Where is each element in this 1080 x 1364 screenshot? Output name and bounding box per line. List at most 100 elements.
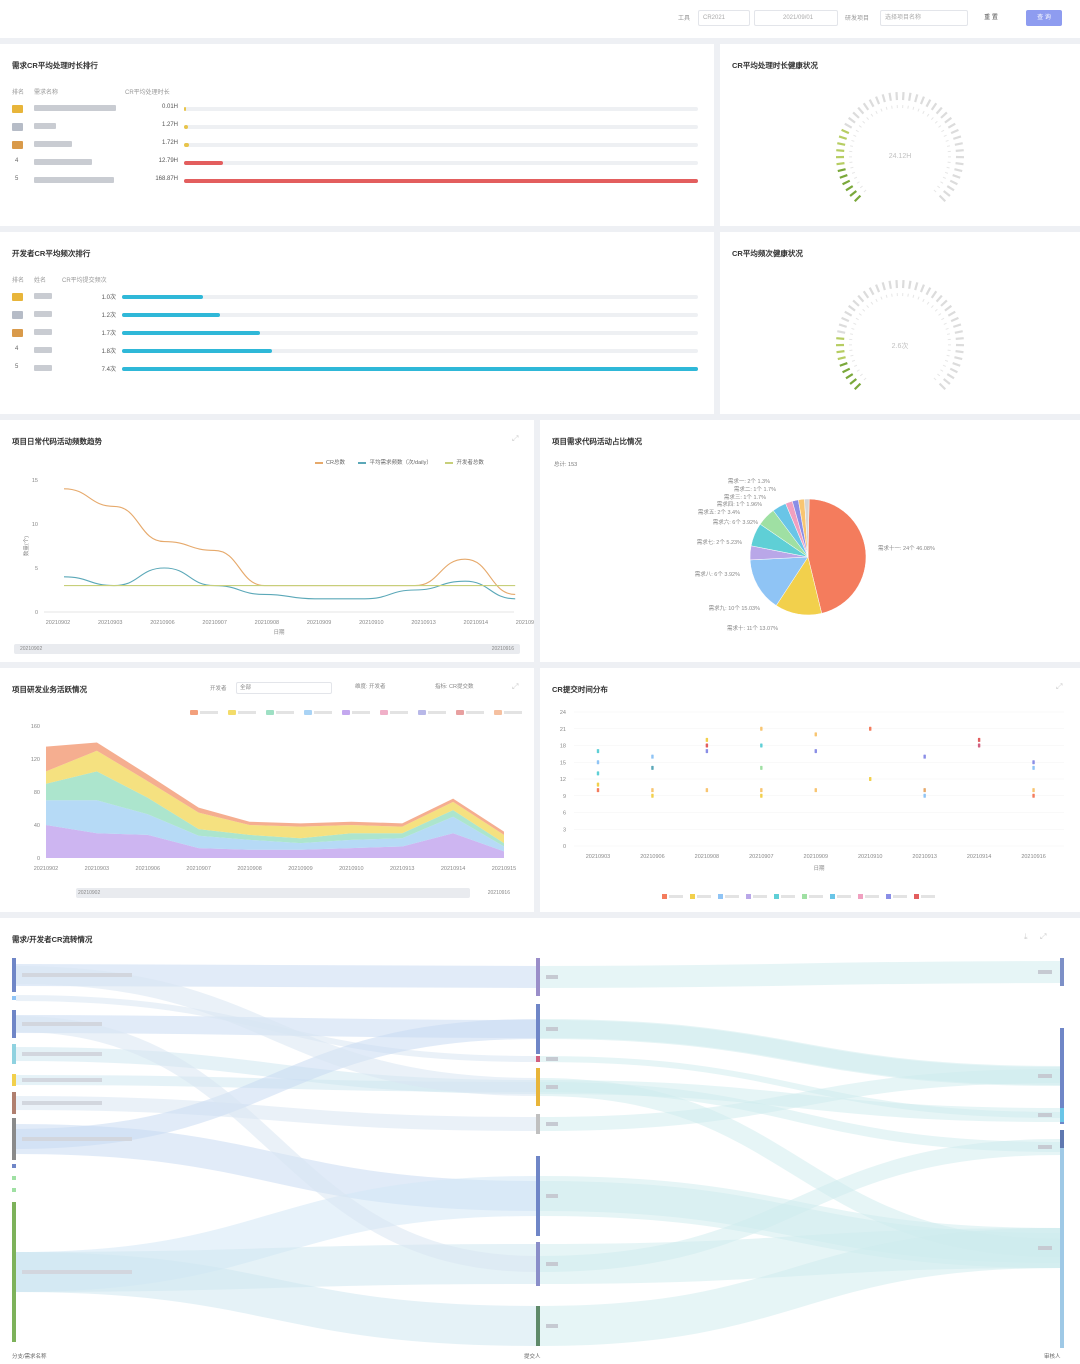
gauge-minor-tick xyxy=(875,298,878,302)
legend-label xyxy=(921,895,935,898)
gauge-tick xyxy=(925,287,932,296)
gauge-minor-tick xyxy=(946,145,951,147)
gauge-tick xyxy=(919,96,925,105)
rank-row: 1.7次 xyxy=(12,328,702,338)
expand-icon[interactable]: ⤢ xyxy=(512,434,519,443)
x-axis-label: 日期 xyxy=(273,629,285,636)
legend-item[interactable]: CR总数 xyxy=(315,460,345,466)
slider-start: 20210902 xyxy=(78,890,101,896)
metric-select[interactable]: 指标: CR提交数 xyxy=(435,684,474,690)
pie-chart: 需求十一: 24个 46.08% 需求十: 11个 13.07% 需求九: 10个 … xyxy=(695,477,935,632)
gauge-tick xyxy=(847,116,856,124)
gauge-tick xyxy=(837,330,846,334)
scatter-panel: CR提交时间分布 ⤢ 0 3 6 9 12 15 18 21 24 20210903 2021090… xyxy=(540,668,1080,912)
pie-label: 需求十一: 24个 46.08% xyxy=(878,544,935,552)
scatter-point xyxy=(596,788,600,793)
progress-fill xyxy=(184,125,189,129)
pie-panel: 项目需求代码活动占比情况 总计: 153 需求十一: 24个 46.08% 需求十… xyxy=(540,420,1080,662)
legend-label xyxy=(865,895,879,898)
gauge-minor-tick xyxy=(849,333,854,335)
gauge-tick xyxy=(947,310,956,317)
gauge-minor-tick xyxy=(937,185,941,189)
legend-item[interactable]: 开发者总数 xyxy=(445,460,484,466)
query-button[interactable]: 查 询 xyxy=(1026,10,1062,26)
sankey-node xyxy=(12,1118,16,1160)
gauge-tick xyxy=(930,102,938,111)
x-tick-label: 20210903 xyxy=(586,854,610,860)
sankey-node xyxy=(536,1004,540,1054)
project-select[interactable]: 选择项目名称 xyxy=(880,10,968,26)
pie-label: 需求五: 2个 3.4% xyxy=(698,508,740,516)
legend-item[interactable]: 平均需求频数（次/daily） xyxy=(358,460,432,466)
rank-value: 0.01H xyxy=(161,104,178,110)
col-name: 需求名称 xyxy=(34,90,59,96)
gauge-tick xyxy=(888,280,892,289)
gauge-tick xyxy=(952,174,961,179)
y-tick-label: 21 xyxy=(560,727,566,733)
gauge-minor-tick xyxy=(851,359,856,362)
gauge-tick xyxy=(946,185,955,192)
gauge-tick xyxy=(836,337,845,340)
legend-swatch xyxy=(886,894,891,899)
dev-filter-select[interactable]: 全部 xyxy=(236,682,332,694)
gauge-tick xyxy=(925,99,932,108)
gauge-minor-tick xyxy=(859,373,863,377)
gauge-minor-tick xyxy=(850,354,854,357)
gauge-minor-tick xyxy=(912,294,915,298)
legend-swatch xyxy=(190,710,198,715)
sankey-node-label xyxy=(1038,1074,1052,1078)
x-tick-label: 20210909 xyxy=(307,620,331,626)
scatter-point xyxy=(596,771,600,776)
gauge-tick xyxy=(954,330,963,334)
zoom-slider[interactable]: 20210902 20210916 xyxy=(14,644,520,654)
reset-button[interactable]: 重 置 xyxy=(984,15,998,21)
x-tick-label: 20210914 xyxy=(967,854,991,860)
area-layer xyxy=(46,750,504,844)
progress-track xyxy=(122,295,698,299)
expand-icon[interactable]: ⤢ xyxy=(512,682,519,691)
scatter-point xyxy=(869,726,872,731)
expand-icon[interactable]: ⤢ xyxy=(1056,682,1063,691)
gauge-tick xyxy=(875,96,881,105)
scatter-point xyxy=(596,749,600,754)
x-tick-label: 20210914 xyxy=(464,620,488,626)
download-icon[interactable]: ⤓ xyxy=(1024,932,1028,941)
gauge-minor-tick xyxy=(862,308,866,312)
rank-row: 1.0次 xyxy=(12,292,702,302)
gauge-tick xyxy=(837,168,846,173)
gauge-minor-tick xyxy=(853,322,857,325)
y-tick-label: 160 xyxy=(31,724,40,730)
gauge-minor-tick xyxy=(938,313,942,316)
gauge-tick xyxy=(849,190,857,197)
gauge-chart: 24.12H xyxy=(835,92,965,203)
sankey-node xyxy=(536,1306,540,1346)
legend-label xyxy=(466,711,484,714)
pie-label: 需求十: 11个 13.07% xyxy=(727,624,778,632)
area-layer xyxy=(46,825,504,858)
rank-value: 7.4次 xyxy=(101,367,116,373)
pie-total: 总计: 153 xyxy=(554,462,578,468)
zoom-slider[interactable]: 20210902 20210916 xyxy=(76,888,510,898)
pie-label: 需求九: 10个 15.03% xyxy=(709,604,760,612)
pie-slice xyxy=(804,498,810,558)
x-tick-label: 20210910 xyxy=(858,854,882,860)
expand-icon[interactable]: ⤢ xyxy=(1040,932,1047,941)
sankey-node-label xyxy=(546,975,558,979)
progress-fill xyxy=(122,349,272,353)
progress-track xyxy=(122,367,698,371)
scatter-point xyxy=(814,732,817,737)
area-panel: 项目研发业务活跃情况 开发者 全部 维度: 开发者 指标: CR提交数 ⤢ 0 4… xyxy=(0,668,534,912)
x-tick-label: 20210910 xyxy=(339,866,363,872)
date-range-picker[interactable]: 2021/09/01 xyxy=(754,10,838,26)
gauge-tick xyxy=(845,185,854,192)
y-tick-label: 40 xyxy=(34,823,40,829)
sankey-node-label xyxy=(22,1270,132,1274)
tool-select[interactable]: CR2021 xyxy=(698,10,750,26)
y-tick-label: 3 xyxy=(563,827,566,833)
gauge-tick xyxy=(908,92,912,101)
legend-swatch xyxy=(858,894,863,899)
panel-title: 项目研发业务活跃情况 xyxy=(12,685,87,694)
dimension-select[interactable]: 维度: 开发者 xyxy=(355,684,386,690)
sankey-link xyxy=(15,966,537,1096)
dev-gauge-panel: CR平均频次健康状况 2.6次 xyxy=(720,232,1080,414)
